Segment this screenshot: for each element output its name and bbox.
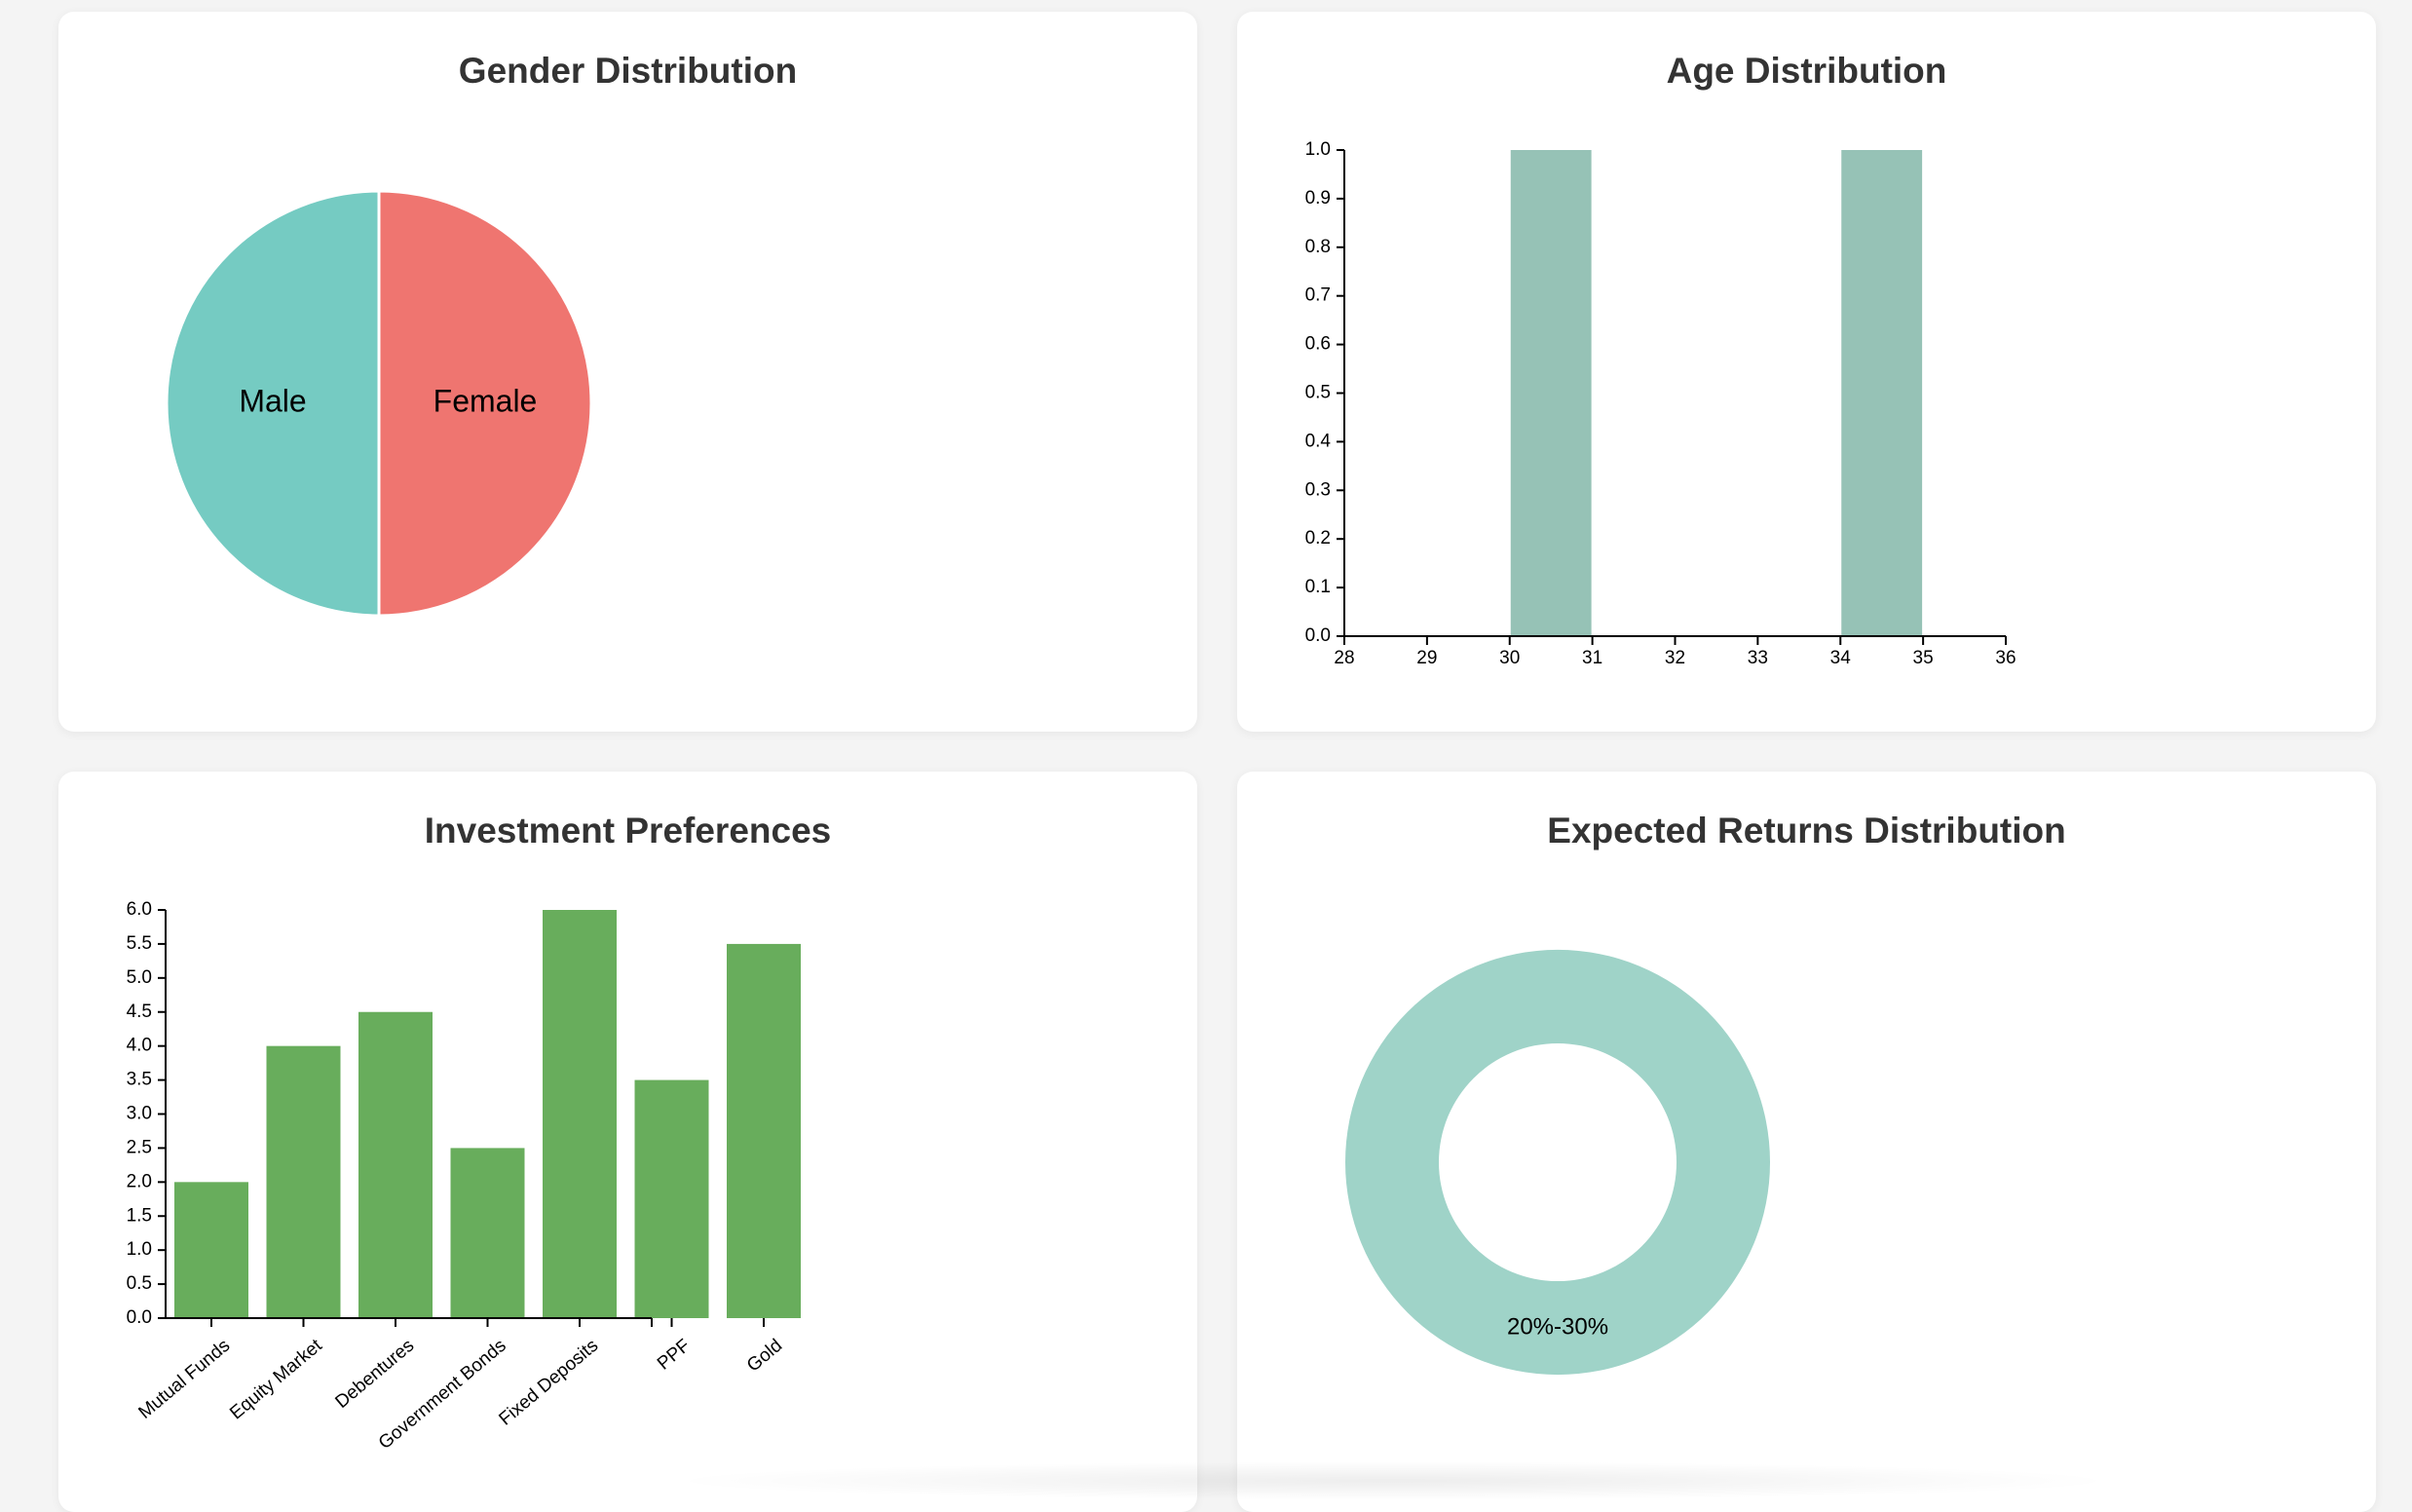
- y-tick-label: 0.3: [1305, 479, 1331, 500]
- gender-chart-title: Gender Distribution: [458, 51, 798, 91]
- x-tick-label: 29: [1416, 648, 1437, 668]
- y-tick-label: 2.0: [127, 1171, 152, 1191]
- age-histogram-chart: 0.0 0.1 0.2 0.3 0.4 0.5 0.6 0.7 0.8 0.9 1.0 28 29 30 3…: [1305, 139, 2016, 668]
- x-tick-label-gold: Gold: [743, 1336, 786, 1377]
- x-tick-label: 34: [1830, 648, 1852, 668]
- y-tick-label: 1.0: [127, 1239, 152, 1260]
- y-tick-label: 0.0: [1305, 625, 1331, 646]
- y-tick-label: 3.5: [127, 1070, 152, 1090]
- investment-chart-title: Investment Preferences: [424, 811, 832, 850]
- y-tick-label: 6.0: [127, 899, 152, 920]
- y-tick-label: 4.5: [127, 1002, 152, 1022]
- x-tick-label: 31: [1582, 648, 1602, 668]
- bar-debentures: [358, 1011, 433, 1318]
- y-tick-label: 1.5: [127, 1205, 152, 1226]
- x-tick-label: 30: [1499, 648, 1520, 668]
- y-tick-label: 0.4: [1305, 431, 1332, 451]
- age-distribution-card: Age Distribution 0.0 0.1 0.2 0.3 0.4 0.5 0.6 0.…: [1237, 12, 2376, 732]
- donut-slice-20-30: [1345, 949, 1770, 1376]
- x-tick-label-equity-market: Equity Market: [226, 1335, 326, 1423]
- y-tick-label: 5.5: [127, 933, 152, 954]
- investment-preferences-card: Investment Preferences Mutual Funds Equit…: [58, 772, 1197, 1512]
- y-tick-label: 1.0: [1305, 139, 1331, 160]
- bar-equity-market: [266, 1045, 341, 1318]
- x-tick-label-debentures: Debentures: [331, 1336, 418, 1413]
- bar-gold: [727, 943, 801, 1318]
- pie-slice-male: [165, 189, 381, 618]
- pie-label-male: Male: [239, 383, 306, 418]
- returns-donut-chart: 20%-30%: [1345, 949, 1770, 1376]
- bar-mutual-funds: [174, 1182, 248, 1318]
- x-tick-label: 33: [1748, 648, 1768, 668]
- x-tick-label: 28: [1334, 648, 1354, 668]
- expected-returns-card: Expected Returns Distribution 20%-30%: [1237, 772, 2376, 1512]
- x-tick-label-ppf: PPF: [654, 1336, 695, 1375]
- y-tick-label: 5.0: [127, 967, 152, 988]
- pie-slice-female: [377, 189, 593, 618]
- age-chart-title: Age Distribution: [1666, 51, 1947, 91]
- gender-distribution-card: Gender Distribution Male Female: [58, 12, 1197, 732]
- bar-government-bonds: [450, 1148, 525, 1318]
- donut-label-20-30: 20%-30%: [1507, 1313, 1608, 1340]
- y-tick-label: 0.5: [127, 1273, 152, 1294]
- bar-fixed-deposits: [543, 910, 617, 1318]
- x-tick-label-fixed-deposits: Fixed Deposits: [495, 1336, 602, 1430]
- y-tick-label: 0.8: [1305, 237, 1331, 257]
- x-tick-label: 36: [1995, 648, 2016, 668]
- y-tick-label: 0.5: [1305, 383, 1331, 403]
- y-tick-label: 0.0: [127, 1307, 152, 1328]
- pie-label-female: Female: [433, 383, 538, 418]
- bar-ppf: [634, 1079, 709, 1318]
- y-tick-label: 0.7: [1305, 285, 1331, 306]
- x-tick-label: 35: [1913, 648, 1934, 668]
- x-tick-label-mutual-funds: Mutual Funds: [135, 1336, 235, 1423]
- y-tick-label: 0.9: [1305, 188, 1331, 208]
- histogram-bar-30-31: [1510, 150, 1592, 636]
- y-tick-label: 0.1: [1305, 577, 1331, 597]
- returns-chart-title: Expected Returns Distribution: [1547, 811, 2066, 850]
- y-tick-label: 4.0: [127, 1036, 152, 1056]
- y-tick-label: 2.5: [127, 1137, 152, 1157]
- histogram-bar-34-35: [1841, 150, 1923, 636]
- y-tick-label: 0.6: [1305, 334, 1331, 355]
- x-tick-label: 32: [1665, 648, 1685, 668]
- gender-pie-chart: Male Female: [165, 189, 593, 618]
- y-tick-label: 3.0: [127, 1104, 152, 1124]
- y-tick-label: 0.2: [1305, 528, 1331, 548]
